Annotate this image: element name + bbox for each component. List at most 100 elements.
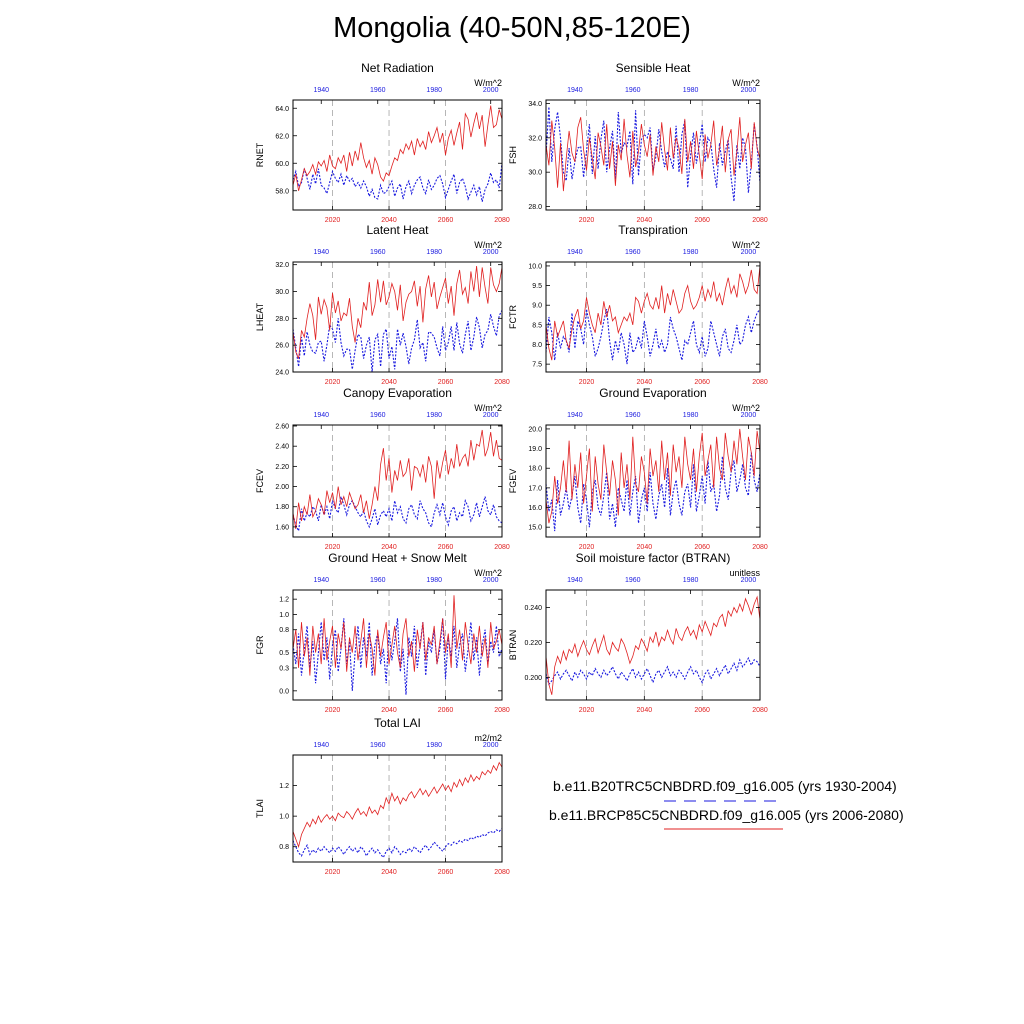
plot-frame <box>545 589 761 701</box>
legend-historical-label: b.e11.B20TRC5CNBDRD.f09_g16.005 (yrs 193… <box>553 778 897 794</box>
x-top-tick-label: 1960 <box>625 577 641 584</box>
series-line-future <box>545 595 761 695</box>
x-tick-label: 2020 <box>579 217 595 224</box>
y-tick-label: 10.0 <box>528 263 542 270</box>
x-top-tick-label: 1980 <box>683 577 699 584</box>
units-label: m2/m2 <box>474 733 502 743</box>
x-top-tick-label: 1960 <box>370 742 386 749</box>
y-tick-label: 19.0 <box>528 446 542 453</box>
plot-frame <box>545 424 761 538</box>
y-tick-label: 1.2 <box>279 597 289 604</box>
x-tick-label: 2060 <box>438 707 454 714</box>
x-top-tick-label: 2000 <box>483 742 499 749</box>
x-top-tick-label: 1960 <box>370 412 386 419</box>
x-tick-label: 2080 <box>752 379 768 386</box>
panel-title: Soil moisture factor (BTRAN) <box>576 551 731 565</box>
x-top-tick-label: 1960 <box>370 577 386 584</box>
y-tick-label: 60.0 <box>275 161 289 168</box>
y-tick-label: 32.0 <box>275 262 289 269</box>
series-line-future <box>292 761 503 849</box>
x-tick-label: 2080 <box>752 217 768 224</box>
y-tick-label: 1.80 <box>275 504 289 511</box>
x-tick-label: 2040 <box>381 707 397 714</box>
x-tick-label: 2060 <box>438 544 454 551</box>
y-tick-label: 30.0 <box>275 289 289 296</box>
x-tick-label: 2060 <box>694 707 710 714</box>
panel-title: Latent Heat <box>366 223 429 237</box>
plot-frame <box>545 261 761 373</box>
series-line-historical <box>545 452 761 532</box>
x-top-tick-label: 2000 <box>483 577 499 584</box>
x-top-tick-label: 1980 <box>426 577 442 584</box>
y-tick-label: 28.0 <box>528 204 542 211</box>
x-top-tick-label: 2000 <box>741 249 757 256</box>
y-axis-label: FGR <box>255 635 265 654</box>
series-line-future <box>292 105 503 191</box>
x-tick-label: 2080 <box>494 707 510 714</box>
x-top-tick-label: 1940 <box>313 742 329 749</box>
x-tick-label: 2060 <box>694 379 710 386</box>
x-tick-label: 2040 <box>637 379 653 386</box>
x-tick-label: 2020 <box>325 544 341 551</box>
plot-frame <box>292 424 503 538</box>
x-tick-label: 2040 <box>637 544 653 551</box>
x-tick-label: 2080 <box>494 217 510 224</box>
series-line-historical <box>545 656 761 686</box>
x-tick-label: 2020 <box>325 217 341 224</box>
panel-title: Sensible Heat <box>616 61 691 75</box>
x-tick-label: 2060 <box>438 379 454 386</box>
x-top-tick-label: 1980 <box>683 249 699 256</box>
x-top-tick-label: 1940 <box>567 249 583 256</box>
x-top-tick-label: 1940 <box>567 412 583 419</box>
y-tick-label: 17.0 <box>528 485 542 492</box>
chart-panel-fctr: Transpiration W/m^2 FCTR 7.5 8.0 8.5 9.0 9.5 10.… <box>508 223 768 386</box>
units-label: W/m^2 <box>732 403 760 413</box>
plot-frame <box>292 261 503 373</box>
chart-panel-fsh: Sensible Heat W/m^2 FSH 28.0 30.0 32.0 34.0 202… <box>508 61 768 224</box>
y-tick-label: 2.40 <box>275 444 289 451</box>
y-tick-label: 0.0 <box>279 688 289 695</box>
y-tick-label: 8.0 <box>532 342 542 349</box>
y-tick-label: 1.60 <box>275 524 289 531</box>
x-top-tick-label: 1980 <box>426 742 442 749</box>
y-tick-label: 64.0 <box>275 106 289 113</box>
y-tick-label: 15.0 <box>528 525 542 532</box>
x-tick-label: 2040 <box>381 379 397 386</box>
x-tick-label: 2040 <box>637 217 653 224</box>
y-tick-label: 34.0 <box>528 101 542 108</box>
x-tick-label: 2060 <box>438 217 454 224</box>
y-tick-label: 30.0 <box>528 170 542 177</box>
x-tick-label: 2020 <box>579 544 595 551</box>
x-top-tick-label: 2000 <box>483 249 499 256</box>
units-label: unitless <box>729 568 760 578</box>
y-tick-label: 58.0 <box>275 188 289 195</box>
series-line-future <box>545 428 761 524</box>
legend-historical-swatch <box>664 800 783 802</box>
x-top-tick-label: 1940 <box>313 412 329 419</box>
x-top-tick-label: 1940 <box>313 249 329 256</box>
plot-frame <box>292 589 503 701</box>
y-tick-label: 0.8 <box>279 627 289 634</box>
x-tick-label: 2020 <box>579 707 595 714</box>
chart-panel-rnet: Net Radiation W/m^2 RNET 58.0 60.0 62.0 64.0 20… <box>255 61 510 224</box>
y-tick-label: 8.5 <box>532 322 542 329</box>
series-line-historical <box>292 618 503 695</box>
chart-panel-fgr: Ground Heat + Snow Melt W/m^2 FGR 0.0 0.3 0.5… <box>255 551 510 714</box>
y-tick-label: 1.0 <box>279 814 289 821</box>
x-top-tick-label: 1960 <box>625 249 641 256</box>
x-top-tick-label: 1980 <box>426 249 442 256</box>
units-label: W/m^2 <box>732 78 760 88</box>
x-top-tick-label: 1980 <box>426 87 442 94</box>
x-top-tick-label: 2000 <box>741 412 757 419</box>
y-tick-label: 0.3 <box>279 665 289 672</box>
chart-panel-tlai: Total LAI m2/m2 TLAI 0.8 1.0 1.2 2020 2040 2060 2… <box>255 716 510 876</box>
series-line-future <box>545 117 761 192</box>
y-tick-label: 0.8 <box>279 844 289 851</box>
x-top-tick-label: 2000 <box>741 577 757 584</box>
x-tick-label: 2040 <box>381 869 397 876</box>
y-tick-label: 0.5 <box>279 650 289 657</box>
chart-panel-fcev: Canopy Evaporation W/m^2 FCEV 1.60 1.80 2.00 2… <box>255 386 510 551</box>
y-axis-label: LHEAT <box>255 302 265 331</box>
series-line-historical <box>292 163 503 202</box>
